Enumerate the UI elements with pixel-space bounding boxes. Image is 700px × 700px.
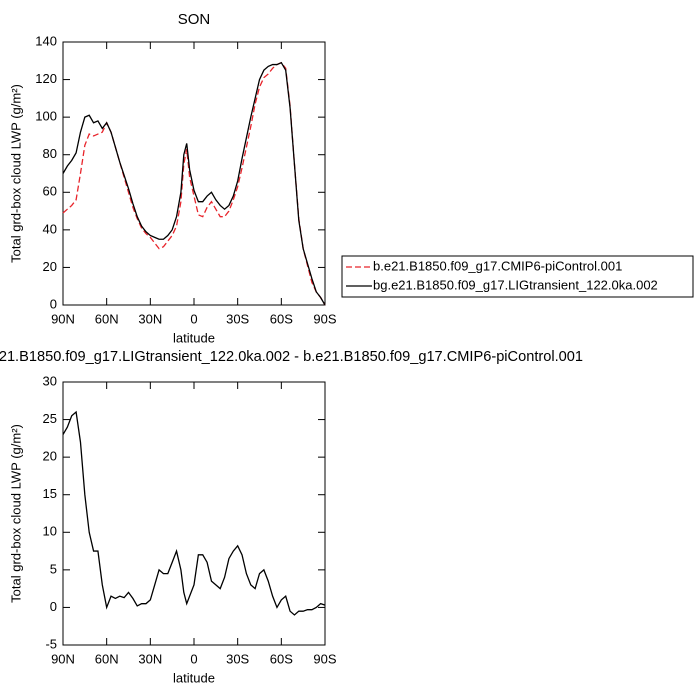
chart-title: SON [178,11,211,28]
x-axis-label: latitude [173,330,215,345]
x-tick-label: 90N [51,651,75,666]
x-tick-label: 60N [95,311,119,326]
plot: bg.e21.B1850.f09_g17.LIGtransient_122.0k… [0,349,583,686]
y-tick-label: 25 [43,411,57,426]
x-tick-label: 60S [270,311,293,326]
y-tick-label: 100 [35,109,57,124]
y-tick-label: 20 [43,449,57,464]
legend-label: b.e21.B1850.f09_g17.CMIP6-piControl.001 [373,258,622,273]
legend-box [341,255,694,298]
plot-frame [62,381,326,646]
y-tick-label: 0 [50,599,57,614]
x-tick-label: 90S [313,311,336,326]
chart-title: bg.e21.B1850.f09_g17.LIGtransient_122.0k… [0,349,583,365]
y-tick-label: -5 [45,636,57,651]
plot: SON latitude Total grd-box cloud LWP (g/m²… [8,11,694,345]
y-tick-label: 0 [50,296,57,311]
y-axis-label: Total grd-box cloud LWP (g/m²) [8,84,23,263]
x-tick-label: 30N [138,311,162,326]
x-tick-label: 30N [138,651,162,666]
x-tick-label: 60S [270,651,293,666]
x-tick-label: 90S [313,651,336,666]
data-line [62,410,326,616]
x-tick-label: 90N [51,311,75,326]
data-line [62,61,326,306]
y-tick-label: 40 [43,221,57,236]
y-tick-label: 140 [35,33,57,48]
x-tick-label: 30S [226,311,249,326]
y-tick-label: 15 [43,486,57,501]
y-tick-label: 120 [35,71,57,86]
x-tick-label: 30S [226,651,249,666]
y-tick-label: 60 [43,184,57,199]
x-tick-label: 60N [95,651,119,666]
legend: b.e21.B1850.f09_g17.CMIP6-piControl.001b… [341,255,694,298]
data-line [62,61,326,306]
x-axis-label: latitude [173,670,215,685]
y-tick-label: 20 [43,259,57,274]
x-tick-label: 0 [190,651,197,666]
y-axis-label: Total grd-box cloud LWP (g/m²) [8,424,23,603]
x-tick-label: 0 [190,311,197,326]
plot-frame [62,41,326,306]
y-tick-label: 30 [43,373,57,388]
y-tick-label: 10 [43,524,57,539]
legend-label: bg.e21.B1850.f09_g17.LIGtransient_122.0k… [373,277,658,292]
y-tick-label: 5 [50,561,57,576]
y-tick-label: 80 [43,146,57,161]
